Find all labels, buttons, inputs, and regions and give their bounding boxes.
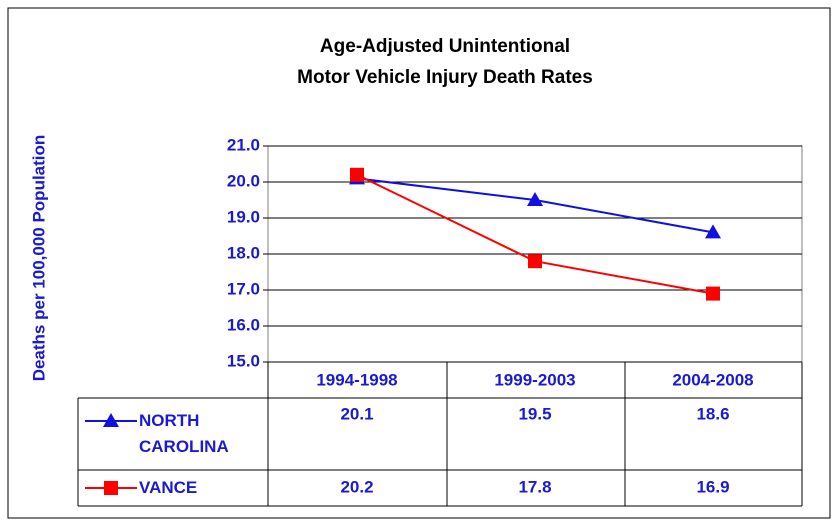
table-value: 18.6 [696, 404, 729, 423]
legend-label: NORTH CAROLINA [139, 411, 229, 456]
marker [350, 167, 364, 182]
table-value: 19.5 [518, 404, 551, 423]
legend-marker [103, 413, 119, 427]
table-value: 20.2 [340, 477, 373, 496]
y-tick-label: 18.0 [227, 243, 260, 262]
y-tick-label: 20.0 [227, 171, 260, 190]
y-tick-label: 21.0 [227, 135, 260, 154]
y-tick-label: 15.0 [227, 351, 260, 370]
marker [527, 192, 543, 206]
legend-marker [104, 481, 118, 495]
x-tick-label: 1994-1998 [316, 370, 397, 389]
y-axis-label: Deaths per 100,000 Population [29, 135, 48, 382]
x-tick-label: 2004-2008 [672, 370, 753, 389]
y-tick-label: 16.0 [227, 315, 260, 334]
marker [528, 254, 542, 269]
marker [706, 286, 720, 301]
legend-label: VANCE [139, 478, 198, 497]
chart-title: Age-Adjusted Unintentional Motor Vehicle … [297, 36, 593, 88]
y-tick-label: 19.0 [227, 207, 260, 226]
marker [705, 224, 721, 239]
table-value: 17.8 [518, 477, 551, 496]
x-tick-label: 1999-2003 [494, 370, 575, 389]
table-value: 20.1 [340, 404, 373, 423]
table-value: 16.9 [696, 477, 729, 496]
y-tick-label: 17.0 [227, 279, 260, 298]
